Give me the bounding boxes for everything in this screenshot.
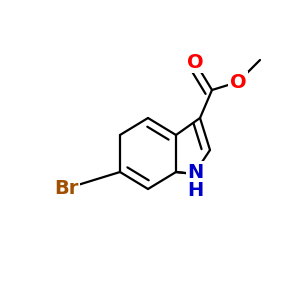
Text: N: N — [188, 163, 204, 182]
Text: O: O — [187, 52, 203, 71]
Text: H: H — [188, 181, 204, 200]
Text: O: O — [230, 73, 246, 92]
Text: Br: Br — [54, 178, 79, 197]
